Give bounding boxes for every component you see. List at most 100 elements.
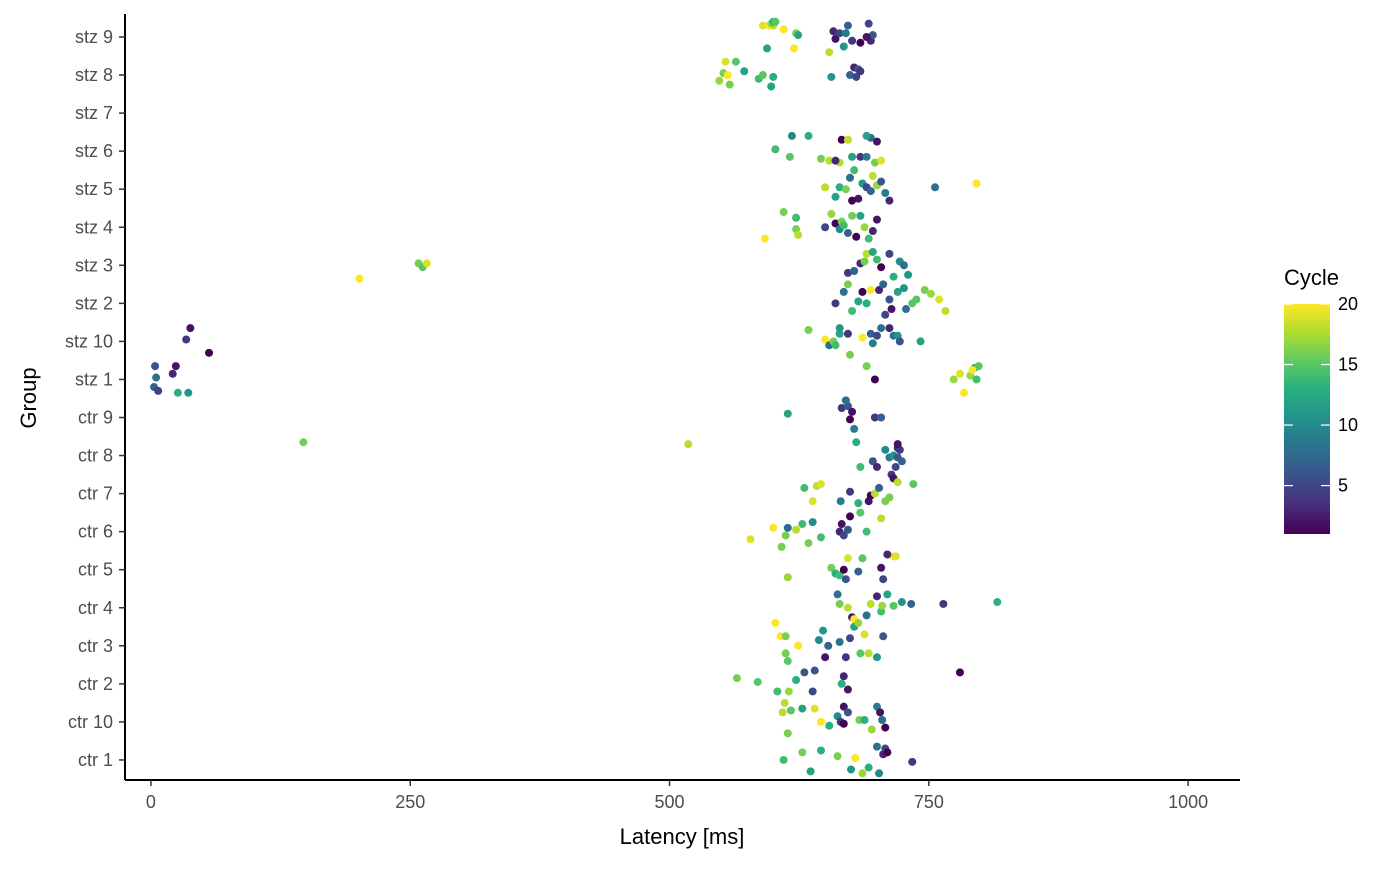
data-point xyxy=(881,189,890,198)
data-point xyxy=(866,329,875,338)
data-point xyxy=(835,637,844,646)
data-point xyxy=(854,618,863,627)
y-tick-label: stz 2 xyxy=(75,293,113,313)
data-point xyxy=(889,272,898,281)
data-point xyxy=(885,493,894,502)
data-point xyxy=(854,297,863,306)
data-point xyxy=(955,369,964,378)
data-point xyxy=(864,763,873,772)
data-point xyxy=(806,767,815,776)
data-point xyxy=(763,44,772,53)
data-point xyxy=(831,192,840,201)
data-point xyxy=(841,653,850,662)
legend-tick-label: 20 xyxy=(1338,294,1358,314)
data-point xyxy=(881,310,890,319)
data-point xyxy=(205,348,214,357)
data-point xyxy=(804,539,813,548)
x-tick-label: 0 xyxy=(146,792,156,812)
data-point xyxy=(825,48,834,57)
data-point xyxy=(843,685,852,694)
data-point xyxy=(864,19,873,28)
data-point xyxy=(790,44,798,53)
data-point xyxy=(771,618,780,627)
data-point xyxy=(725,80,734,89)
data-point xyxy=(841,29,850,38)
data-point xyxy=(862,362,871,371)
data-point xyxy=(792,676,801,685)
data-point xyxy=(860,715,869,724)
data-point xyxy=(856,508,865,517)
data-point xyxy=(866,599,875,608)
data-point xyxy=(758,21,767,30)
data-point xyxy=(792,525,801,534)
data-point xyxy=(814,636,823,645)
data-point xyxy=(804,131,813,140)
data-point xyxy=(732,674,741,683)
data-point xyxy=(783,573,792,582)
data-point xyxy=(877,263,886,272)
data-point xyxy=(841,575,850,584)
data-point xyxy=(879,575,888,584)
data-point xyxy=(926,289,935,298)
data-point xyxy=(843,554,852,563)
y-tick-label: ctr 6 xyxy=(78,522,113,542)
data-point xyxy=(858,554,867,563)
data-point xyxy=(839,672,848,681)
data-point xyxy=(866,187,875,196)
data-point xyxy=(877,177,886,186)
data-point xyxy=(885,196,894,205)
data-point xyxy=(974,362,983,371)
y-tick-label: stz 4 xyxy=(75,217,113,237)
data-point xyxy=(875,286,884,295)
data-point xyxy=(173,388,182,397)
data-point xyxy=(773,687,782,696)
data-point xyxy=(846,415,855,424)
data-point xyxy=(877,413,886,422)
color-legend: Cycle 5 10 15 20 xyxy=(1284,265,1358,534)
data-point xyxy=(877,156,886,165)
data-point xyxy=(798,748,807,757)
data-point xyxy=(783,409,792,418)
data-point xyxy=(779,755,788,764)
data-point xyxy=(723,71,732,80)
data-point xyxy=(885,295,894,304)
y-tick-label: ctr 1 xyxy=(78,750,113,770)
data-point xyxy=(684,440,693,449)
data-point xyxy=(831,299,840,308)
data-point xyxy=(835,29,844,38)
data-point xyxy=(889,601,898,610)
data-point xyxy=(715,76,724,85)
data-point xyxy=(856,152,865,161)
data-point xyxy=(848,36,857,45)
legend-title: Cycle xyxy=(1284,265,1339,290)
data-point xyxy=(824,641,833,650)
data-point xyxy=(839,702,848,711)
data-point xyxy=(836,497,845,506)
data-point xyxy=(912,295,921,304)
data-point xyxy=(872,653,881,662)
data-point xyxy=(837,520,846,529)
y-tick-label: stz 3 xyxy=(75,255,113,275)
data-point xyxy=(877,324,886,333)
data-point xyxy=(908,757,917,766)
data-point xyxy=(760,234,769,243)
data-point xyxy=(787,131,796,140)
data-point xyxy=(902,305,911,314)
data-point xyxy=(808,518,817,527)
data-point xyxy=(835,329,844,338)
data-point xyxy=(783,729,792,738)
data-point xyxy=(883,590,892,599)
data-point xyxy=(972,179,981,188)
data-point xyxy=(972,375,981,384)
data-point xyxy=(154,386,163,395)
data-point xyxy=(885,249,894,258)
data-point xyxy=(843,228,852,237)
data-point xyxy=(152,373,161,382)
data-point xyxy=(721,57,730,66)
data-point xyxy=(837,679,846,688)
data-point xyxy=(821,223,830,232)
data-point xyxy=(891,552,900,561)
data-point xyxy=(833,590,842,599)
data-point xyxy=(839,719,848,728)
data-point xyxy=(872,255,881,264)
